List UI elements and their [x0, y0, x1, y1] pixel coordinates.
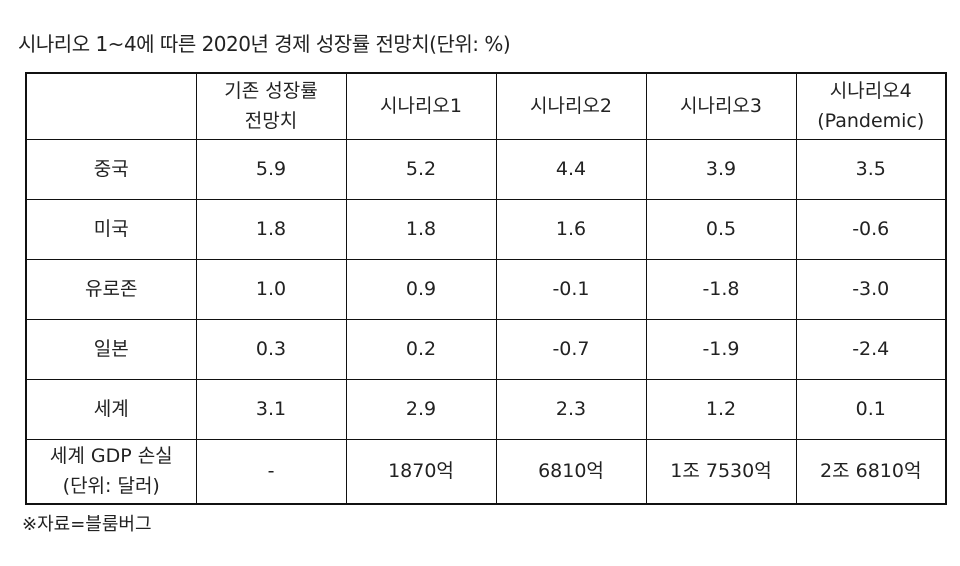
row-label: 세계 GDP 손실 (단위: 달러) — [25, 438, 197, 505]
cell: 6810억 — [495, 438, 647, 505]
cell: 1.6 — [495, 198, 647, 260]
cell: - — [195, 438, 347, 505]
cell: 1870억 — [345, 438, 497, 505]
cell: -3.0 — [795, 258, 947, 320]
cell: -0.1 — [495, 258, 647, 320]
row-label: 미국 — [25, 198, 197, 260]
cell: 1조 7530억 — [645, 438, 797, 505]
cell: 1.2 — [645, 378, 797, 440]
cell: 4.4 — [495, 138, 647, 200]
cell: 1.8 — [195, 198, 347, 260]
cell: -0.6 — [795, 198, 947, 260]
cell: 5.9 — [195, 138, 347, 200]
cell: 3.1 — [195, 378, 347, 440]
data-row: 미국 1.8 1.8 1.6 0.5 -0.6 — [25, 198, 947, 260]
data-row: 유로존 1.0 0.9 -0.1 -1.8 -3.0 — [25, 258, 947, 320]
growth-table: 기존 성장률 전망치 시나리오1 시나리오2 시나리오3 시나리오4 (Pandemic… — [25, 72, 947, 505]
corner-cell — [25, 72, 197, 140]
header-cell: 시나리오3 — [645, 72, 797, 140]
cell: 2.9 — [345, 378, 497, 440]
data-row: 세계 GDP 손실 (단위: 달러) -1870억 6810억 1조 7530억 2조 … — [25, 438, 947, 505]
title: 시나리오 1~4에 따른 2020년 경제 성장률 전망치(단위: %) — [18, 32, 511, 56]
source-note: ※자료=블룸버그 — [22, 514, 152, 535]
cell: 0.3 — [195, 318, 347, 380]
data-row: 일본 0.3 0.2 -0.7 -1.9 -2.4 — [25, 318, 947, 380]
header-cell: 기존 성장률 전망치 — [195, 72, 347, 140]
cell: -1.9 — [645, 318, 797, 380]
header-cell: 시나리오4 (Pandemic) — [795, 72, 947, 140]
header-cell: 시나리오1 — [345, 72, 497, 140]
header-row: 기존 성장률 전망치 시나리오1 시나리오2 시나리오3 시나리오4 (Pandemic… — [25, 72, 947, 140]
cell: -0.7 — [495, 318, 647, 380]
cell: 2.3 — [495, 378, 647, 440]
row-label: 일본 — [25, 318, 197, 380]
cell: -2.4 — [795, 318, 947, 380]
cell: 1.8 — [345, 198, 497, 260]
cell: 0.5 — [645, 198, 797, 260]
row-label: 중국 — [25, 138, 197, 200]
header-cell: 시나리오2 — [495, 72, 647, 140]
row-label: 세계 — [25, 378, 197, 440]
cell: 5.2 — [345, 138, 497, 200]
cell: 0.9 — [345, 258, 497, 320]
cell: -1.8 — [645, 258, 797, 320]
cell: 3.5 — [795, 138, 947, 200]
cell: 0.2 — [345, 318, 497, 380]
cell: 2조 6810억 — [795, 438, 947, 505]
data-row: 중국 5.9 5.2 4.4 3.9 3.5 — [25, 138, 947, 200]
cell: 0.1 — [795, 378, 947, 440]
data-row: 세계 3.1 2.9 2.3 1.2 0.1 — [25, 378, 947, 440]
cell: 1.0 — [195, 258, 347, 320]
row-label: 유로존 — [25, 258, 197, 320]
cell: 3.9 — [645, 138, 797, 200]
